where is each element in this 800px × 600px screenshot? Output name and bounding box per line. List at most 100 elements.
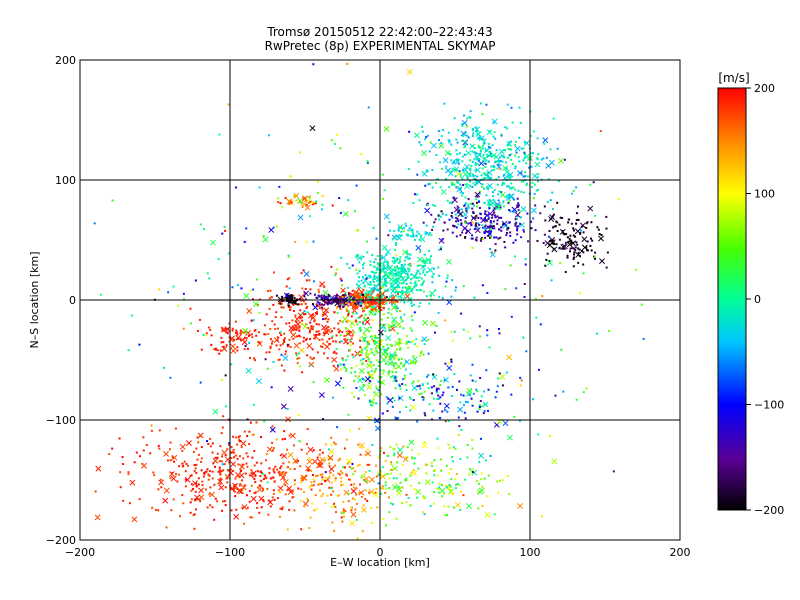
data-point-x <box>221 449 228 456</box>
data-point <box>418 305 421 308</box>
data-point <box>347 286 350 289</box>
data-point <box>384 289 387 292</box>
data-point <box>451 279 454 282</box>
data-point <box>461 123 464 126</box>
data-point <box>407 253 410 256</box>
data-point <box>406 275 409 278</box>
data-point <box>272 447 275 450</box>
data-point <box>343 466 346 469</box>
data-point <box>404 377 407 380</box>
data-point <box>496 160 499 163</box>
data-point <box>394 417 397 420</box>
data-point <box>509 210 512 213</box>
data-point <box>375 387 378 390</box>
data-point <box>421 396 424 399</box>
data-point <box>260 479 263 482</box>
data-point <box>407 285 410 288</box>
data-point <box>423 253 426 256</box>
data-point <box>362 384 365 387</box>
data-point <box>330 139 333 142</box>
data-point <box>458 152 461 155</box>
data-point <box>172 285 175 288</box>
data-point <box>451 460 454 463</box>
data-point <box>487 202 490 205</box>
data-point <box>517 204 520 207</box>
data-point <box>399 273 402 276</box>
data-point <box>439 215 442 218</box>
data-point-x <box>281 452 288 459</box>
data-point <box>454 213 457 216</box>
data-point <box>321 338 324 341</box>
data-point <box>445 165 448 168</box>
data-point <box>464 478 467 481</box>
data-point <box>358 261 361 264</box>
data-point <box>418 482 421 485</box>
data-point <box>434 289 437 292</box>
data-point <box>290 298 293 301</box>
data-point <box>348 465 351 468</box>
data-point <box>301 319 304 322</box>
data-point <box>437 387 440 390</box>
data-point <box>224 454 227 457</box>
data-point <box>157 509 160 512</box>
data-point-x <box>487 210 494 217</box>
data-point <box>310 325 313 328</box>
data-point <box>451 231 454 234</box>
data-point <box>258 311 261 314</box>
data-point <box>401 383 404 386</box>
data-point <box>642 337 645 340</box>
data-point <box>372 297 375 300</box>
data-point <box>426 375 429 378</box>
data-point <box>342 466 345 469</box>
data-point <box>365 352 368 355</box>
data-point <box>440 246 443 249</box>
x-tick-label: 0 <box>377 546 384 559</box>
data-point <box>444 409 447 412</box>
data-point <box>431 464 434 467</box>
data-point <box>460 194 463 197</box>
data-point <box>493 189 496 192</box>
data-point <box>547 235 550 238</box>
data-point <box>374 277 377 280</box>
data-point <box>531 152 534 155</box>
data-point <box>397 295 400 298</box>
data-point <box>464 208 467 211</box>
data-point-x <box>290 332 297 339</box>
data-point <box>347 500 350 503</box>
data-point <box>397 417 400 420</box>
data-point <box>487 388 490 391</box>
data-point <box>211 451 214 454</box>
data-point <box>495 149 498 152</box>
data-point <box>239 483 242 486</box>
data-point <box>384 296 387 299</box>
data-point <box>485 459 488 462</box>
data-point <box>220 460 223 463</box>
data-point <box>438 486 441 489</box>
data-point-x <box>408 439 415 446</box>
data-point <box>93 222 96 225</box>
data-point <box>413 488 416 491</box>
data-point <box>451 216 454 219</box>
data-point <box>393 454 396 457</box>
data-point <box>304 200 307 203</box>
data-point <box>364 480 367 483</box>
data-point-x <box>381 244 388 251</box>
data-point-x <box>301 201 308 207</box>
data-point <box>482 177 485 180</box>
data-point <box>271 320 274 323</box>
data-point-x <box>451 197 458 204</box>
data-point-x <box>255 378 262 385</box>
data-point <box>367 106 370 109</box>
data-point-x <box>415 488 422 495</box>
data-point <box>313 202 316 205</box>
data-point <box>570 222 573 225</box>
data-point <box>389 446 392 449</box>
data-point <box>483 403 486 406</box>
data-point <box>359 303 362 306</box>
data-point <box>476 158 479 161</box>
data-point <box>433 474 436 477</box>
data-point <box>514 255 517 258</box>
data-point <box>220 470 223 473</box>
data-point <box>569 250 572 253</box>
data-point <box>422 496 425 499</box>
